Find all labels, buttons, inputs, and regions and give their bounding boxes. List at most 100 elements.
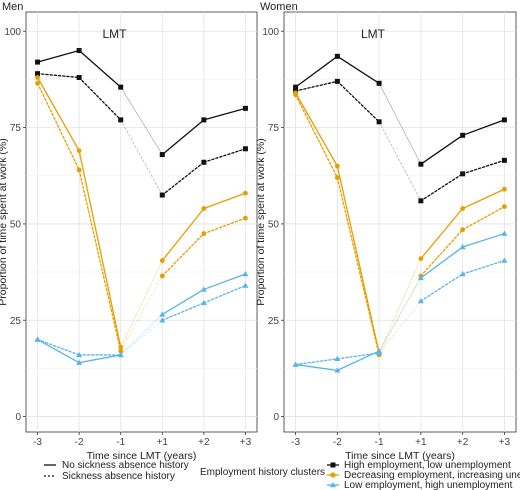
series-line-segment — [294, 358, 339, 366]
legend-label: No sickness absence history — [62, 460, 189, 471]
lmt-annotation: LMT — [361, 27, 386, 41]
data-point-circle — [502, 204, 507, 209]
data-point-triangle — [159, 317, 166, 323]
plot-area — [283, 11, 517, 433]
series-line-segment — [461, 188, 506, 210]
data-point-triangle — [459, 244, 466, 250]
y-axis-label: Proportion of time spent at work (%) — [0, 138, 9, 305]
x-tick-label: -2 — [75, 437, 84, 448]
y-axis-label: Proportion of time spent at work (%) — [255, 138, 267, 305]
data-point-triangle — [417, 274, 424, 281]
legend-triangle-marker-icon — [330, 482, 336, 488]
series-line-gap-segment — [378, 277, 422, 352]
series-line-segment — [336, 55, 380, 84]
series-line-segment — [78, 150, 122, 348]
data-point-square — [418, 198, 424, 204]
data-point-square — [242, 146, 248, 152]
panel-title: Men — [2, 1, 23, 13]
legend: No sickness absence history Sickness abs… — [44, 460, 520, 490]
data-point-square — [76, 48, 82, 54]
series-line-gap-segment — [120, 86, 163, 155]
data-point-circle — [76, 167, 82, 173]
panels: 0 25 50 75 100 -3 -2 -1 +1 +2 +3 LMT Men Time since L… — [0, 1, 517, 462]
series-line-gap-segment — [120, 314, 163, 356]
series-line-segment — [461, 232, 506, 248]
data-point-circle — [159, 273, 165, 279]
data-point-triangle — [159, 311, 166, 317]
series-line-gap-segment — [120, 119, 163, 196]
x-tick-label: +2 — [198, 437, 210, 448]
series-line-segment — [420, 229, 464, 277]
data-point-square — [159, 192, 165, 198]
data-point-triangle — [76, 351, 83, 358]
data-point-square — [35, 71, 41, 77]
data-point-square — [376, 119, 382, 125]
data-point-square — [159, 152, 165, 158]
legend-label: Sickness absence history — [62, 471, 175, 482]
series-line-segment — [36, 82, 80, 171]
series-line-segment — [161, 161, 205, 196]
data-point-square — [501, 157, 507, 163]
data-point-square — [376, 80, 382, 86]
series-line-segment — [36, 338, 80, 356]
plot-area — [25, 11, 258, 433]
data-point-square — [418, 161, 424, 167]
series-line-gap-segment — [378, 82, 422, 165]
series-line-gap-segment — [378, 121, 422, 202]
data-point-square — [201, 117, 207, 123]
data-point-square — [201, 159, 207, 165]
series-line-segment — [203, 148, 247, 163]
data-point-square — [118, 117, 124, 123]
data-point-square — [118, 84, 124, 90]
data-point-circle — [35, 80, 40, 86]
panel-women: 0 25 50 75 100 -3 -2 -1 +1 +2 +3 LMT Women Time since… — [255, 1, 517, 462]
series-line-segment — [161, 232, 205, 277]
series-line-segment — [336, 165, 380, 354]
legend-label: High employment, low unemployment — [344, 460, 511, 471]
series-line-gap-segment — [378, 275, 422, 356]
series-line-segment — [203, 273, 247, 291]
panel-men: 0 25 50 75 100 -3 -2 -1 +1 +2 +3 LMT Men Time since L… — [0, 1, 258, 462]
legend-linetype-no-sickness: No sickness absence history — [44, 460, 189, 471]
y-tick-label: 75 — [268, 123, 280, 134]
series-line-segment — [420, 207, 464, 260]
data-point-triangle — [200, 286, 207, 292]
data-point-triangle — [417, 297, 424, 304]
data-point-circle — [334, 163, 340, 169]
series-line-segment — [420, 246, 464, 279]
series-line-segment — [161, 119, 205, 156]
series-line-gap-segment — [120, 275, 163, 352]
series-line-segment — [294, 80, 339, 92]
series-line-segment — [78, 354, 122, 364]
series-line-segment — [36, 49, 80, 63]
series-line-segment — [336, 177, 380, 356]
series-line-segment — [161, 288, 205, 316]
data-point-circle — [118, 348, 124, 354]
series-line-segment — [78, 76, 122, 121]
data-point-circle — [159, 258, 165, 263]
series-line-segment — [420, 134, 464, 165]
data-point-circle — [243, 190, 248, 196]
data-point-triangle — [501, 230, 508, 236]
legend-label: Low employment, high unemployment — [344, 480, 513, 490]
x-tick-label: +1 — [415, 437, 427, 448]
legend-cluster-low-employment: Low employment, high unemployment — [327, 480, 513, 490]
data-point-triangle — [117, 351, 124, 358]
series-line-segment — [294, 55, 339, 88]
data-point-circle — [201, 206, 207, 211]
x-axis-label: Time since LMT (years) — [87, 450, 197, 462]
x-axis-label: Time since LMT (years) — [345, 450, 455, 462]
data-point-square — [242, 105, 248, 111]
data-point-circle — [460, 206, 466, 211]
series-line-segment — [294, 94, 339, 179]
data-point-circle — [35, 75, 40, 80]
x-tick-label: +2 — [457, 437, 469, 448]
x-tick-label: -1 — [375, 437, 384, 448]
y-tick-label: 0 — [273, 412, 279, 423]
legend-cluster-decreasing-employment: Decreasing employment, increasing unempl… — [327, 470, 520, 481]
data-point-triangle — [334, 355, 341, 361]
x-tick-label: -2 — [333, 437, 342, 448]
x-tick-label: +1 — [157, 437, 169, 448]
y-tick-label: 75 — [10, 123, 22, 134]
